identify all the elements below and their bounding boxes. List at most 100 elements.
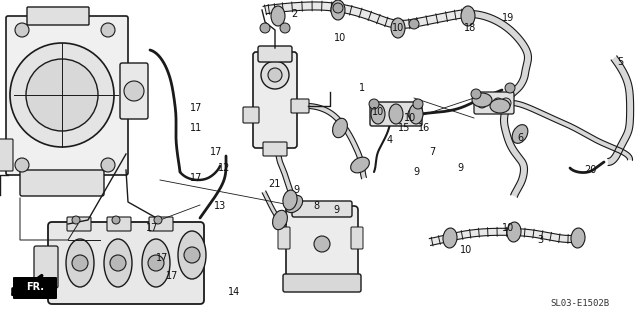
Text: 1: 1: [359, 83, 365, 93]
Ellipse shape: [66, 239, 94, 287]
Circle shape: [148, 255, 164, 271]
Circle shape: [26, 59, 98, 131]
Text: 8: 8: [313, 201, 319, 211]
Text: 13: 13: [214, 201, 226, 211]
Ellipse shape: [391, 18, 405, 38]
Circle shape: [261, 61, 289, 89]
Text: 14: 14: [228, 287, 240, 297]
Text: 10: 10: [404, 113, 416, 123]
Circle shape: [101, 158, 115, 172]
Text: 15: 15: [398, 123, 410, 133]
Circle shape: [333, 3, 343, 13]
Circle shape: [505, 83, 515, 93]
Ellipse shape: [512, 125, 528, 143]
Text: 10: 10: [372, 107, 384, 117]
Polygon shape: [262, 191, 286, 227]
FancyBboxPatch shape: [292, 201, 352, 217]
Ellipse shape: [371, 104, 385, 124]
Text: 5: 5: [617, 57, 623, 67]
Ellipse shape: [333, 118, 348, 138]
FancyBboxPatch shape: [34, 246, 58, 288]
Text: 9: 9: [293, 185, 299, 195]
Polygon shape: [429, 228, 580, 245]
Text: 18: 18: [464, 23, 476, 33]
Circle shape: [110, 255, 126, 271]
Ellipse shape: [409, 104, 423, 124]
Text: 17: 17: [166, 271, 178, 281]
Circle shape: [268, 68, 282, 82]
Text: 17: 17: [146, 223, 158, 233]
Ellipse shape: [472, 93, 492, 107]
Ellipse shape: [490, 99, 510, 113]
Circle shape: [184, 247, 200, 263]
Text: 16: 16: [418, 123, 430, 133]
Text: 20: 20: [584, 165, 596, 175]
Text: 4: 4: [387, 135, 393, 145]
Text: 17: 17: [156, 253, 168, 263]
FancyBboxPatch shape: [278, 227, 290, 249]
FancyBboxPatch shape: [20, 170, 104, 196]
Text: FR.: FR.: [26, 282, 44, 292]
Circle shape: [471, 89, 481, 99]
Text: 19: 19: [502, 13, 514, 23]
Text: 11: 11: [190, 123, 202, 133]
FancyBboxPatch shape: [283, 274, 361, 292]
Circle shape: [15, 158, 29, 172]
Circle shape: [124, 81, 144, 101]
Ellipse shape: [331, 0, 345, 20]
Circle shape: [112, 216, 120, 224]
Text: 17: 17: [190, 103, 202, 113]
Polygon shape: [308, 103, 367, 179]
Circle shape: [314, 236, 330, 252]
Circle shape: [15, 23, 29, 37]
FancyBboxPatch shape: [291, 99, 309, 113]
Text: 9: 9: [413, 167, 419, 177]
Circle shape: [413, 99, 423, 109]
Text: 10: 10: [502, 223, 514, 233]
Polygon shape: [512, 100, 632, 160]
Text: 10: 10: [392, 23, 404, 33]
FancyBboxPatch shape: [0, 139, 13, 171]
FancyBboxPatch shape: [67, 217, 91, 231]
Text: 10: 10: [460, 245, 472, 255]
Text: 2: 2: [291, 9, 297, 19]
Circle shape: [72, 255, 88, 271]
Polygon shape: [263, 2, 470, 28]
Circle shape: [493, 98, 503, 108]
FancyBboxPatch shape: [120, 63, 148, 119]
Circle shape: [501, 98, 511, 108]
Ellipse shape: [461, 6, 475, 26]
Polygon shape: [468, 11, 531, 197]
FancyBboxPatch shape: [48, 222, 204, 304]
Circle shape: [280, 23, 290, 33]
FancyBboxPatch shape: [149, 217, 173, 231]
FancyBboxPatch shape: [370, 102, 422, 126]
FancyBboxPatch shape: [474, 92, 514, 114]
Ellipse shape: [443, 228, 457, 248]
Text: SL03-E1502B: SL03-E1502B: [550, 299, 609, 308]
Circle shape: [372, 108, 384, 120]
Text: 17: 17: [210, 147, 222, 157]
Ellipse shape: [351, 157, 369, 173]
Circle shape: [260, 23, 270, 33]
FancyBboxPatch shape: [107, 217, 131, 231]
Ellipse shape: [273, 210, 287, 230]
Ellipse shape: [142, 239, 170, 287]
FancyBboxPatch shape: [258, 46, 292, 62]
Circle shape: [390, 108, 402, 120]
FancyBboxPatch shape: [27, 7, 89, 25]
Ellipse shape: [271, 6, 285, 26]
Ellipse shape: [104, 239, 132, 287]
FancyBboxPatch shape: [253, 52, 297, 148]
Polygon shape: [274, 143, 298, 206]
Text: 17: 17: [190, 173, 202, 183]
Text: 7: 7: [429, 147, 435, 157]
Circle shape: [10, 43, 114, 147]
FancyBboxPatch shape: [243, 107, 259, 123]
Text: 9: 9: [457, 163, 463, 173]
FancyBboxPatch shape: [286, 206, 358, 282]
Circle shape: [477, 98, 487, 108]
Circle shape: [408, 108, 420, 120]
Text: 12: 12: [218, 163, 230, 173]
FancyBboxPatch shape: [263, 142, 287, 156]
